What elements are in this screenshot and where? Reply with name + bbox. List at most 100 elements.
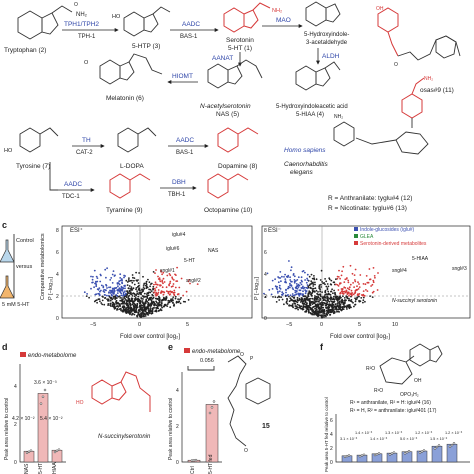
volcano-point bbox=[325, 307, 327, 309]
volcano-point bbox=[142, 315, 145, 318]
volcano-point bbox=[347, 299, 350, 302]
volcano-point bbox=[152, 288, 155, 291]
volcano-point bbox=[345, 289, 348, 292]
volcano-point bbox=[349, 300, 352, 302]
vl-xtick-3: 5 bbox=[186, 322, 189, 328]
volcano-point bbox=[116, 292, 119, 294]
volcano-point bbox=[124, 290, 126, 292]
volcano-point bbox=[123, 300, 126, 303]
volcano-point bbox=[167, 292, 170, 295]
f-r-line-1: R¹ = anthranilate, R² = H: iglu#4 (16) bbox=[350, 400, 431, 406]
volcano-point bbox=[115, 305, 118, 308]
volcano-point bbox=[337, 299, 340, 301]
volcano-point bbox=[173, 304, 176, 307]
f-pval: 1.3 × 10⁻³ bbox=[385, 431, 403, 435]
bar-point bbox=[25, 451, 29, 455]
volcano-point bbox=[325, 285, 328, 288]
volcano-point bbox=[156, 303, 159, 305]
volcano-point bbox=[94, 293, 97, 296]
volcano-point bbox=[295, 283, 298, 285]
volcano-point bbox=[169, 306, 172, 309]
volcano-point bbox=[272, 296, 274, 298]
volcano-point bbox=[147, 294, 150, 297]
volcano-point bbox=[293, 281, 296, 284]
volcano-point bbox=[293, 302, 296, 305]
volcano-point bbox=[310, 282, 313, 285]
volcano-point bbox=[346, 305, 348, 308]
volcano-point bbox=[90, 287, 92, 290]
vl-label-sngl1: sngl#1 bbox=[160, 268, 175, 274]
volcano-point bbox=[362, 283, 365, 285]
volcano-point bbox=[326, 288, 329, 291]
volcano-point bbox=[151, 297, 154, 300]
volcano-point bbox=[305, 298, 308, 300]
volcano-point bbox=[187, 299, 190, 301]
volcano-point bbox=[132, 302, 135, 304]
volcano-point bbox=[129, 303, 132, 306]
volcano-point bbox=[189, 282, 191, 285]
volcano-point bbox=[320, 305, 323, 307]
bar-point bbox=[407, 449, 411, 453]
volcano-point bbox=[114, 295, 117, 298]
volcano-point bbox=[319, 311, 321, 314]
volcano-point bbox=[158, 301, 161, 304]
volcano-point bbox=[354, 297, 356, 300]
volcano-point bbox=[171, 277, 174, 280]
volcano-point bbox=[147, 302, 150, 304]
volcano-point bbox=[306, 308, 309, 311]
volcano-point bbox=[336, 301, 339, 303]
volcano-point bbox=[288, 304, 291, 307]
volcano-point bbox=[118, 308, 121, 310]
volcano-point bbox=[96, 280, 99, 283]
volcano-point bbox=[340, 309, 343, 312]
d-compound: N-succinylserotonin bbox=[98, 434, 151, 440]
volcano-point bbox=[141, 310, 144, 312]
volcano-point bbox=[348, 297, 350, 300]
bar-point bbox=[358, 454, 362, 458]
volcano-point bbox=[295, 287, 298, 290]
volcano-point bbox=[154, 289, 157, 292]
volcano-point bbox=[324, 290, 327, 293]
volcano-point bbox=[131, 303, 134, 306]
volcano-point bbox=[159, 280, 162, 283]
volcano-point bbox=[377, 272, 379, 274]
volcano-point bbox=[271, 279, 274, 282]
volcano-point bbox=[137, 282, 140, 284]
bar-point bbox=[450, 443, 454, 447]
volcano-point bbox=[308, 311, 310, 314]
volcano-point bbox=[351, 272, 354, 275]
volcano-point bbox=[331, 298, 334, 301]
volcano-point bbox=[196, 283, 199, 285]
vl-ylabel: P [−log₁₀] bbox=[48, 277, 54, 300]
volcano-point bbox=[274, 278, 276, 281]
volcano-point bbox=[274, 296, 277, 298]
volcano-point bbox=[289, 294, 292, 297]
volcano-point bbox=[133, 283, 136, 286]
volcano-point bbox=[98, 292, 100, 295]
volcano-point bbox=[117, 285, 119, 288]
f-pval: 1.4 × 10⁻³ bbox=[370, 437, 388, 441]
volcano-point bbox=[92, 275, 94, 278]
volcano-point bbox=[340, 288, 343, 290]
volcano-point bbox=[160, 301, 163, 303]
volcano-point bbox=[178, 286, 181, 289]
volcano-point bbox=[319, 288, 321, 291]
volcano-point bbox=[324, 297, 327, 299]
volcano-point bbox=[312, 285, 315, 287]
volcano-point bbox=[293, 275, 296, 278]
dopamine-structure bbox=[217, 127, 259, 153]
volcano-point bbox=[150, 299, 153, 301]
volcano-point bbox=[362, 301, 364, 304]
volcano-point bbox=[94, 282, 96, 285]
f-pval: 1.5 × 10⁻² bbox=[430, 437, 448, 441]
volcano-point bbox=[306, 273, 309, 276]
vr-xlabel: Fold over control [log₂] bbox=[330, 334, 390, 340]
volcano-point bbox=[325, 304, 328, 307]
volcano-point bbox=[336, 277, 339, 280]
panel-d: d endo-metabolome 3.6 × 10⁻³ 4.2 × 10⁻² … bbox=[2, 342, 151, 474]
volcano-point bbox=[161, 299, 164, 302]
volcano-point bbox=[146, 306, 149, 308]
bar bbox=[205, 404, 219, 463]
volcano-point bbox=[339, 295, 341, 297]
